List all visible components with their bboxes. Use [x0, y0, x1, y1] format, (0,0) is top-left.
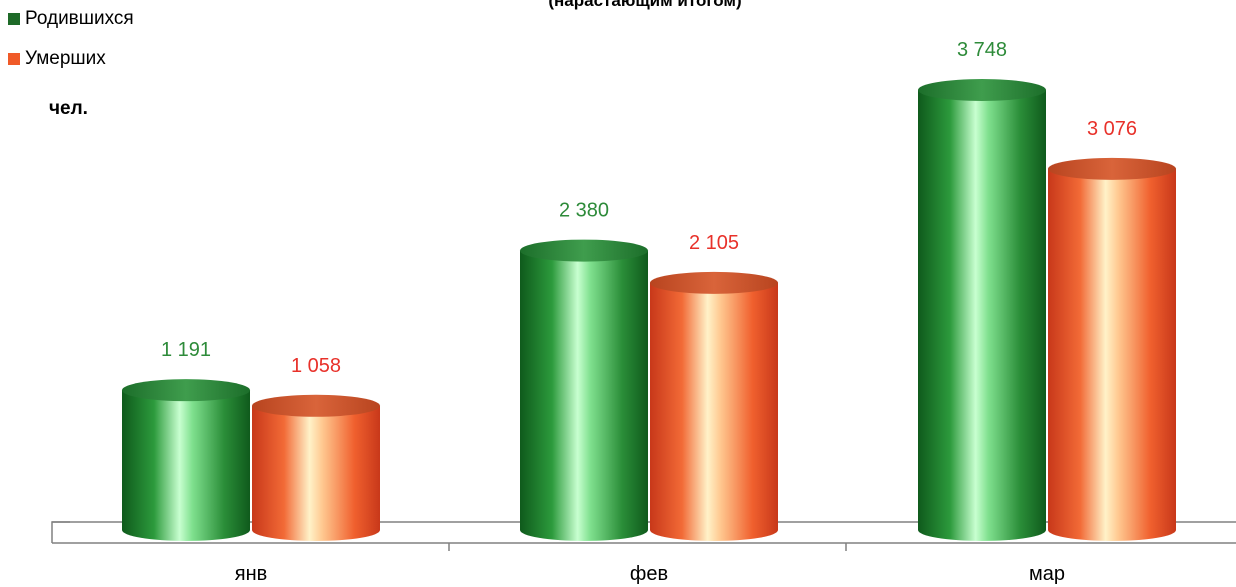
data-label-births-мар: 3 748	[957, 39, 1007, 61]
bar-body	[122, 390, 250, 541]
bar-top	[122, 379, 250, 402]
chart-title: (нарастающим итогом)	[548, 0, 742, 10]
bar-births-фев	[520, 239, 648, 541]
bar-deaths-мар	[1048, 157, 1176, 541]
x-tick-label-мар: мар	[1029, 563, 1065, 585]
bar-deaths-янв	[252, 394, 380, 541]
bar-body	[918, 89, 1046, 541]
legend-item-deaths: Умерших	[8, 48, 134, 70]
data-label-deaths-фев: 2 105	[689, 232, 739, 254]
bar-births-мар	[918, 78, 1046, 541]
bar-body	[252, 405, 380, 541]
bar-top	[1048, 157, 1176, 180]
bar-births-янв	[122, 379, 250, 541]
data-label-births-фев: 2 380	[559, 200, 609, 222]
bar-body	[520, 250, 648, 541]
bar-top	[918, 78, 1046, 101]
legend-swatch-deaths	[8, 53, 20, 65]
legend-label-deaths: Умерших	[25, 48, 106, 69]
floor-left-edge	[51, 521, 70, 543]
x-tick-label-фев: фев	[630, 563, 668, 585]
legend-label-births: Родившихся	[25, 8, 134, 29]
bar-top	[520, 239, 648, 262]
legend-item-births: Родившихся	[8, 8, 134, 30]
legend-swatch-births	[8, 13, 20, 25]
data-label-deaths-мар: 3 076	[1087, 118, 1137, 140]
bar-deaths-фев	[650, 271, 778, 541]
bar-top	[252, 394, 380, 417]
bar-body	[1048, 168, 1176, 541]
x-tick-label-янв: янв	[235, 563, 268, 585]
data-label-deaths-янв: 1 058	[291, 355, 341, 377]
y-axis-unit: чел.	[49, 98, 88, 119]
bar-body	[650, 282, 778, 541]
legend: Родившихся Умерших	[8, 8, 134, 88]
bar-top	[650, 271, 778, 294]
data-label-births-янв: 1 191	[161, 339, 211, 361]
